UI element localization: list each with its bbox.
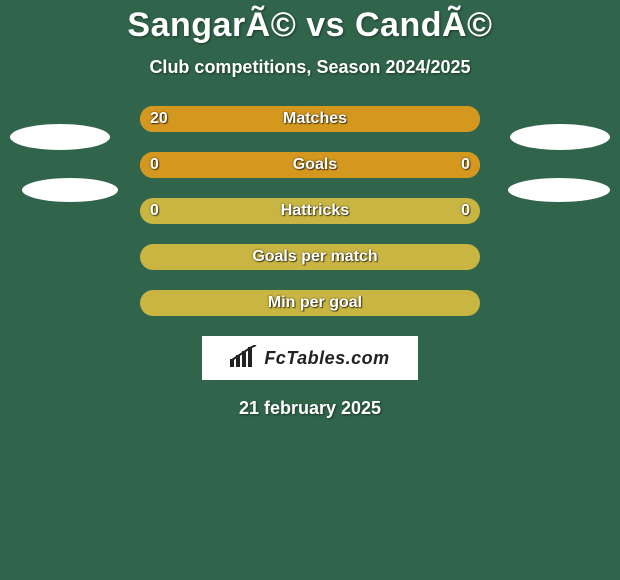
stats-rows: Matches20Goals00Hattricks00Goals per mat… [140, 106, 480, 316]
stat-row-label: Goals per match [140, 244, 480, 270]
stat-row: Min per goal [140, 290, 480, 316]
stat-row: Goals per match [140, 244, 480, 270]
stat-row: Goals0 0 [140, 152, 480, 178]
stat-row: Hattricks0 0 [140, 198, 480, 224]
stat-row-value-b: 0 [461, 152, 470, 178]
stat-row-label: Hattricks [140, 198, 480, 224]
stat-row-value-a: 0 [150, 198, 159, 224]
player-a-marker-2 [22, 178, 118, 202]
stat-row-label: Min per goal [140, 290, 480, 316]
footer-date: 21 february 2025 [0, 398, 620, 419]
branding-text: FcTables.com [264, 348, 389, 369]
page-subtitle: Club competitions, Season 2024/2025 [0, 57, 620, 78]
stat-row-value-b: 0 [461, 198, 470, 224]
stat-row-label: Goals [140, 152, 480, 178]
stat-row-value-a: 0 [150, 152, 159, 178]
page-title: SangarÃ© vs CandÃ© [0, 0, 620, 45]
branding-box: FcTables.com [202, 336, 418, 380]
stat-row: Matches20 [140, 106, 480, 132]
stat-row-value-a: 20 [150, 106, 168, 132]
player-b-marker-2 [508, 178, 610, 202]
bars-icon [230, 345, 258, 372]
player-b-marker-1 [510, 124, 610, 150]
stat-row-label: Matches [140, 106, 480, 132]
player-a-marker-1 [10, 124, 110, 150]
